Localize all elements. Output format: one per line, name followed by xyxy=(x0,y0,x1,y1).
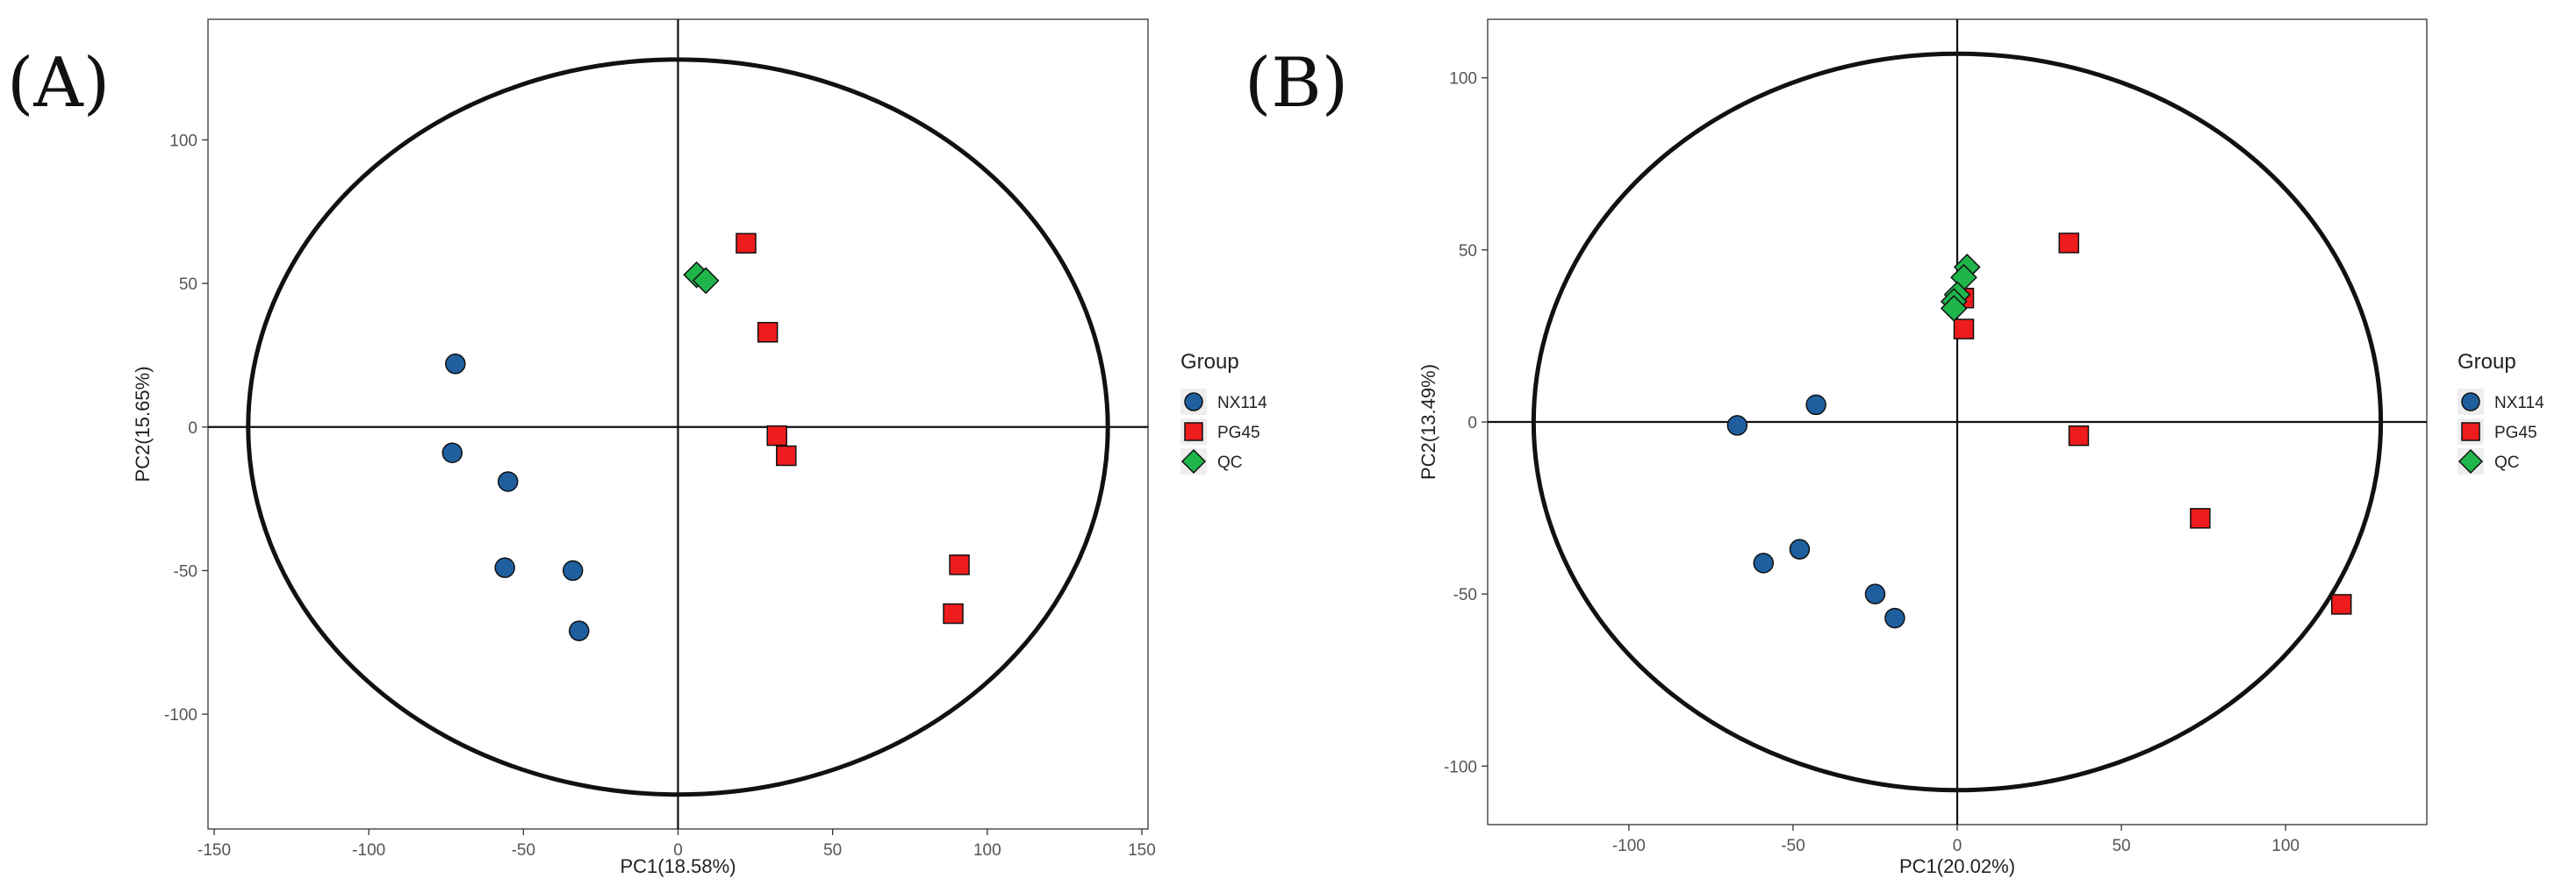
data-point-nx114 xyxy=(445,354,466,375)
x-tick-label: 150 xyxy=(1128,841,1156,860)
legend-label-nx114: NX114 xyxy=(2494,394,2544,412)
data-point-nx114 xyxy=(441,442,463,463)
y-tick-label: -50 xyxy=(1453,586,1477,604)
confidence-ellipse xyxy=(1531,51,2384,793)
pca-plot-a: -150 -100 -50 0 50 100 150 -100 -50 0 50 100 PC1(18.… xyxy=(132,18,1267,877)
series-nx114 xyxy=(1726,394,1905,629)
legend-key-pg45 xyxy=(2461,422,2480,441)
data-point-nx114 xyxy=(1884,607,1905,629)
panel-label-b: (B) xyxy=(1245,44,1349,123)
y-tick-label: 0 xyxy=(1467,414,1477,432)
data-point-pg45 xyxy=(943,603,964,625)
legend-label-pg45: PG45 xyxy=(1217,424,1260,442)
x-tick-label: 50 xyxy=(2112,837,2130,855)
data-point-pg45 xyxy=(1953,318,1975,339)
data-point-qc xyxy=(692,267,720,295)
y-tick-label: -100 xyxy=(1444,758,1477,776)
legend-key-nx114 xyxy=(1184,392,1203,411)
x-tick-label: -100 xyxy=(1612,837,1646,855)
legend-key-qc xyxy=(1180,448,1207,475)
x-tick-label: -50 xyxy=(1781,837,1805,855)
legend-label-qc: QC xyxy=(1217,454,1243,472)
legend-key-pg45 xyxy=(1184,422,1203,441)
x-axis-title: PC1(18.58%) xyxy=(620,855,735,877)
data-point-nx114 xyxy=(562,560,584,582)
legend: Group NX114 PG45 QC xyxy=(2458,350,2544,475)
x-tick-label: -150 xyxy=(197,841,231,860)
data-point-pg45 xyxy=(2058,232,2079,254)
data-point-nx114 xyxy=(1726,415,1748,436)
legend-label-pg45: PG45 xyxy=(2494,424,2537,442)
x-tick-label: 50 xyxy=(823,841,842,860)
series-qc xyxy=(1940,254,1981,322)
y-tick-label: 0 xyxy=(188,419,197,438)
legend: Group NX114 PG45 QC xyxy=(1180,350,1267,475)
data-point-pg45 xyxy=(766,425,787,447)
data-point-pg45 xyxy=(776,445,797,467)
x-tick-label: -100 xyxy=(352,841,385,860)
data-point-pg45 xyxy=(757,322,779,343)
series-qc xyxy=(683,261,720,295)
y-axis-title: PC2(13.49%) xyxy=(1417,364,1439,480)
legend-title: Group xyxy=(2458,350,2516,374)
data-point-nx114 xyxy=(1753,553,1775,574)
x-axis-title: PC1(20.02%) xyxy=(1899,855,2015,877)
x-tick-label: 100 xyxy=(973,841,1001,860)
pca-plot-b: -100 -50 0 50 100 -100 -50 0 50 100 PC1(20.02%) PC2… xyxy=(1417,18,2544,877)
y-tick-label: 100 xyxy=(1449,70,1477,89)
legend-key-nx114 xyxy=(2461,392,2480,411)
y-tick-label: 50 xyxy=(179,275,197,294)
data-point-nx114 xyxy=(494,557,515,578)
series-nx114 xyxy=(441,354,590,641)
panel-label-a: (A) xyxy=(7,44,111,123)
data-point-pg45 xyxy=(2068,425,2090,447)
data-point-nx114 xyxy=(1864,583,1886,604)
confidence-ellipse xyxy=(246,57,1110,797)
data-point-pg45 xyxy=(2190,508,2211,529)
y-axis-title: PC2(15.65%) xyxy=(132,366,154,482)
x-tick-label: -50 xyxy=(512,841,535,860)
x-tick-label: 100 xyxy=(2271,837,2300,855)
y-tick-label: 100 xyxy=(169,132,197,150)
y-tick-label: 50 xyxy=(1459,242,1477,261)
y-tick-label: -50 xyxy=(174,562,197,581)
legend-label-nx114: NX114 xyxy=(1217,394,1267,412)
legend-key-qc xyxy=(2458,448,2484,475)
data-point-pg45 xyxy=(2330,594,2352,615)
data-point-nx114 xyxy=(1789,539,1811,560)
data-point-nx114 xyxy=(497,471,519,492)
data-point-pg45 xyxy=(949,554,970,575)
data-point-nx114 xyxy=(569,620,590,641)
x-tick-label: 0 xyxy=(1953,837,1962,855)
series-pg45 xyxy=(735,232,970,625)
data-point-qc xyxy=(1940,295,1968,322)
data-point-nx114 xyxy=(1805,394,1826,416)
y-tick-label: -100 xyxy=(164,706,197,725)
x-tick-label: 0 xyxy=(673,841,683,860)
data-point-pg45 xyxy=(735,232,757,254)
legend-title: Group xyxy=(1180,350,1239,374)
legend-label-qc: QC xyxy=(2494,454,2520,472)
